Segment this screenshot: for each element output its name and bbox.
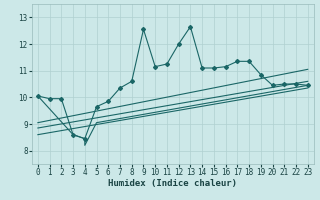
X-axis label: Humidex (Indice chaleur): Humidex (Indice chaleur) (108, 179, 237, 188)
